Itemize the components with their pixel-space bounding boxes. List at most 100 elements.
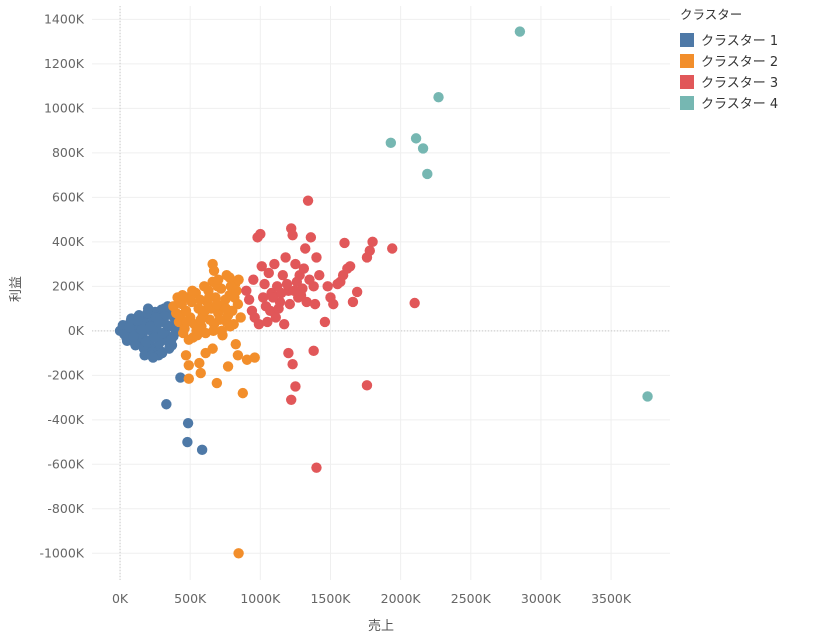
- legend-title: クラスター: [680, 7, 743, 22]
- data-point: [194, 357, 205, 369]
- data-point: [196, 444, 208, 456]
- legend-label: クラスター 3: [701, 76, 779, 91]
- data-point: [255, 228, 266, 240]
- data-point: [308, 345, 319, 357]
- data-point: [183, 360, 195, 371]
- data-point: [153, 316, 164, 328]
- legend-item[interactable]: クラスター 2: [680, 50, 818, 71]
- data-point: [328, 298, 339, 310]
- series-cluster-1: [114, 301, 208, 456]
- legend-item[interactable]: クラスター 4: [680, 92, 818, 113]
- data-point: [277, 270, 288, 281]
- data-point: [243, 294, 255, 305]
- data-point: [300, 243, 311, 254]
- data-point: [280, 252, 291, 263]
- x-tick-label: 1000K: [240, 591, 281, 606]
- y-tick-label: 600K: [52, 189, 85, 204]
- data-point: [147, 352, 159, 363]
- data-point: [322, 281, 333, 292]
- data-point: [195, 367, 206, 379]
- data-point: [195, 314, 206, 325]
- x-tick-label: 0K: [112, 591, 129, 606]
- data-point: [409, 297, 420, 309]
- data-point: [145, 321, 156, 332]
- data-point: [267, 292, 279, 303]
- y-tick-label: 400K: [52, 234, 85, 249]
- data-point: [284, 298, 296, 310]
- data-point: [136, 324, 148, 335]
- data-point: [182, 417, 194, 429]
- data-point: [230, 338, 241, 350]
- data-point: [319, 316, 331, 328]
- data-point: [183, 334, 195, 345]
- legend-swatch: [680, 32, 694, 47]
- data-point: [417, 143, 429, 154]
- data-point: [220, 303, 232, 314]
- data-point: [157, 327, 169, 339]
- x-axis-ticks: 0K 500K 1000K 1500K 2000K 2500K 3000K 3500K: [112, 591, 632, 606]
- data-point: [130, 340, 141, 351]
- data-point: [161, 320, 173, 331]
- data-point: [211, 377, 223, 389]
- data-point: [186, 296, 197, 308]
- data-point: [281, 278, 293, 290]
- x-tick-label: 1500K: [310, 591, 351, 606]
- legend-swatch: [680, 74, 694, 89]
- data-point: [311, 252, 322, 263]
- data-point: [177, 290, 188, 301]
- data-point: [273, 303, 284, 314]
- data-point: [213, 274, 224, 285]
- x-tick-label: 2500K: [451, 591, 492, 606]
- data-point: [220, 294, 231, 305]
- data-point: [203, 292, 215, 303]
- y-tick-label: -200K: [47, 367, 84, 382]
- data-point: [385, 137, 397, 149]
- x-axis-title: 売上: [368, 618, 394, 634]
- data-point: [262, 316, 273, 328]
- data-point: [183, 373, 195, 384]
- data-point: [301, 296, 312, 308]
- data-point: [166, 334, 177, 345]
- legend-label: クラスター 4: [701, 97, 779, 112]
- data-point: [191, 325, 202, 337]
- data-point: [287, 358, 298, 370]
- legend-item[interactable]: クラスター 1: [680, 29, 818, 50]
- data-point: [180, 305, 192, 316]
- data-point: [514, 26, 526, 37]
- data-point: [224, 321, 236, 332]
- x-tick-label: 500K: [174, 591, 207, 606]
- data-point: [387, 243, 398, 254]
- data-points: [114, 26, 653, 559]
- data-point: [339, 237, 350, 249]
- y-tick-label: -400K: [47, 412, 84, 427]
- x-tick-label: 3000K: [521, 591, 562, 606]
- data-point: [314, 270, 325, 281]
- data-point: [269, 258, 280, 270]
- y-tick-label: 0K: [68, 323, 85, 338]
- data-point: [364, 245, 375, 256]
- data-point: [232, 350, 244, 361]
- data-point: [140, 336, 152, 348]
- legend-swatch: [680, 95, 694, 110]
- data-point: [128, 331, 139, 342]
- data-point: [367, 236, 378, 248]
- data-point: [208, 265, 220, 276]
- data-point: [302, 195, 314, 206]
- data-point: [361, 380, 373, 391]
- series-cluster-2: [168, 258, 260, 559]
- y-tick-label: 1400K: [44, 11, 85, 26]
- data-point: [276, 287, 287, 299]
- data-point: [175, 372, 186, 383]
- data-point: [249, 352, 260, 363]
- data-point: [211, 298, 223, 310]
- data-point: [270, 312, 281, 323]
- y-tick-label: 1200K: [44, 56, 85, 71]
- data-point: [642, 391, 653, 402]
- legend-item[interactable]: クラスター 3: [680, 71, 818, 92]
- data-point: [233, 274, 244, 285]
- data-point: [263, 267, 274, 279]
- data-point: [287, 229, 298, 241]
- data-point: [182, 436, 193, 448]
- data-point: [142, 303, 154, 314]
